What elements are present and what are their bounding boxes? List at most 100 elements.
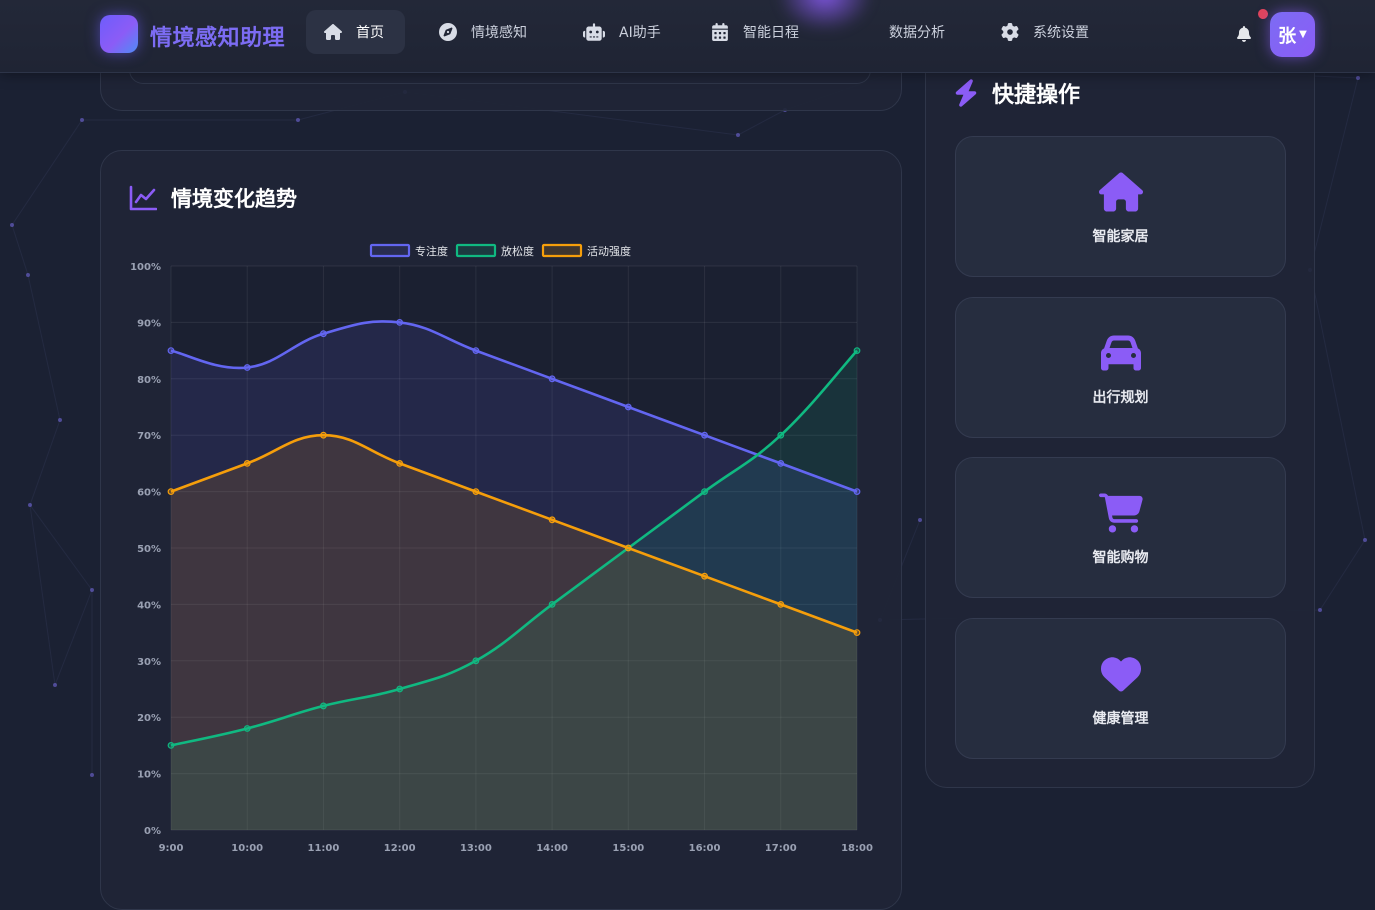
data-point (320, 702, 327, 710)
y-tick-label: 100% (130, 262, 161, 273)
nav-label-home: 首页 (356, 25, 384, 41)
line-chart-icon (129, 185, 157, 211)
network-node (90, 773, 94, 777)
network-link (54, 589, 93, 686)
car-icon (1100, 335, 1141, 370)
y-tick-label: 90% (137, 318, 161, 329)
data-point (243, 364, 251, 371)
data-point (548, 516, 556, 524)
trend-card-title: 情境变化趋势 (171, 187, 297, 211)
quick-action-label: 出行规划 (1092, 389, 1149, 406)
data-point (701, 572, 708, 580)
x-tick-label: 10:00 (231, 843, 263, 854)
network-node (736, 133, 740, 137)
x-tick-label: 14:00 (536, 843, 568, 854)
network-link (29, 419, 61, 506)
y-tick-label: 10% (137, 770, 161, 781)
nav-label-analytics: 数据分析 (889, 25, 945, 41)
top-navigation-bar: 情境感知助理 首页 情境感知 AI助手 智能日程 数据分析 系统设置 (0, 0, 1375, 73)
network-node (1356, 76, 1360, 80)
x-tick-label: 13:00 (460, 843, 492, 854)
nav-item-analytics[interactable]: 数据分析 (871, 10, 963, 54)
nav-item-home[interactable]: 首页 (306, 10, 405, 54)
series-area-fill (171, 435, 857, 830)
plot-area (171, 266, 857, 830)
data-point (472, 488, 480, 496)
notification-bell-icon[interactable] (1236, 26, 1254, 44)
app-brand-name[interactable]: 情境感知助理 (150, 26, 286, 51)
quick-action-health[interactable]: 健康管理 (955, 618, 1286, 759)
quick-actions-title: 快捷操作 (992, 83, 1081, 108)
x-tick-label: 11:00 (308, 843, 340, 854)
data-point (624, 403, 632, 411)
quick-action-label: 健康管理 (1092, 710, 1149, 727)
x-tick-label: 17:00 (765, 843, 797, 854)
data-point (777, 431, 785, 439)
series-line (170, 320, 858, 493)
network-node (26, 273, 30, 277)
x-tick-label: 18:00 (841, 843, 873, 854)
data-point (320, 431, 327, 439)
nav-label-schedule: 智能日程 (743, 25, 799, 41)
data-point (167, 488, 175, 496)
shopping-cart-icon (1098, 492, 1143, 533)
y-tick-label: 50% (137, 544, 161, 555)
data-point (548, 601, 556, 608)
compass-icon (439, 23, 457, 41)
network-node (58, 418, 62, 422)
notification-badge (1256, 7, 1270, 21)
data-point (701, 488, 708, 496)
data-point (853, 347, 861, 355)
home-icon (324, 23, 342, 41)
quick-actions-card: 快捷操作 智能家居 出行规划 智能购物 健康管理 (925, 40, 1315, 788)
quick-action-label: 智能家居 (1092, 228, 1149, 245)
y-tick-label: 60% (137, 488, 161, 499)
quick-action-travel[interactable]: 出行规划 (955, 297, 1286, 438)
data-point (396, 685, 404, 693)
data-point (243, 460, 251, 467)
trend-line-chart[interactable]: 0% 10% 20% 30% 40% 50% 60% 70% 80% 90% 100% 9:00 10:… (101, 151, 903, 865)
x-tick-label: 9:00 (159, 843, 184, 854)
network-link (737, 109, 786, 136)
network-link (29, 504, 93, 591)
network-node (918, 518, 922, 522)
data-point (701, 431, 708, 439)
legend-swatch (455, 243, 497, 258)
quick-action-smart-home[interactable]: 智能家居 (955, 136, 1286, 277)
decorative-glow (780, 0, 870, 30)
legend-swatch (369, 243, 411, 258)
data-point (777, 460, 785, 467)
heart-icon (1100, 656, 1141, 691)
legend-label: 专注度 (415, 244, 448, 258)
data-point (853, 629, 861, 637)
caret-down-icon: ▼ (1299, 29, 1307, 40)
y-tick-label: 20% (137, 713, 161, 724)
calendar-icon (711, 23, 729, 41)
trend-card-header: 情境变化趋势 (129, 183, 297, 213)
network-link (1309, 269, 1366, 541)
nav-item-ai-assistant[interactable]: AI助手 (565, 10, 679, 54)
user-avatar-menu[interactable]: 张 ▼ (1270, 12, 1315, 57)
data-point (167, 347, 175, 355)
x-tick-label: 12:00 (384, 843, 416, 854)
data-point (548, 375, 556, 383)
nav-item-schedule[interactable]: 智能日程 (693, 10, 817, 54)
nav-item-settings[interactable]: 系统设置 (983, 10, 1107, 54)
quick-action-shopping[interactable]: 智能购物 (955, 457, 1286, 598)
nav-item-context[interactable]: 情境感知 (421, 10, 545, 54)
data-point (624, 544, 632, 552)
network-link (1319, 539, 1366, 611)
robot-icon (583, 23, 605, 41)
series-line (170, 349, 858, 747)
app-logo[interactable] (100, 15, 138, 53)
network-link (29, 504, 56, 686)
network-node (10, 223, 14, 227)
gear-icon (1001, 23, 1019, 41)
network-node (1363, 538, 1367, 542)
legend-swatch (541, 243, 583, 258)
trend-chart-card: 情境变化趋势 0% 10% 20% 30% 40% 50% 60% 70% 80% 90% 100%… (100, 150, 902, 910)
home-icon (1098, 171, 1143, 212)
data-point (472, 657, 480, 665)
nav-label-ai-assistant: AI助手 (619, 25, 661, 41)
data-point (243, 725, 251, 732)
